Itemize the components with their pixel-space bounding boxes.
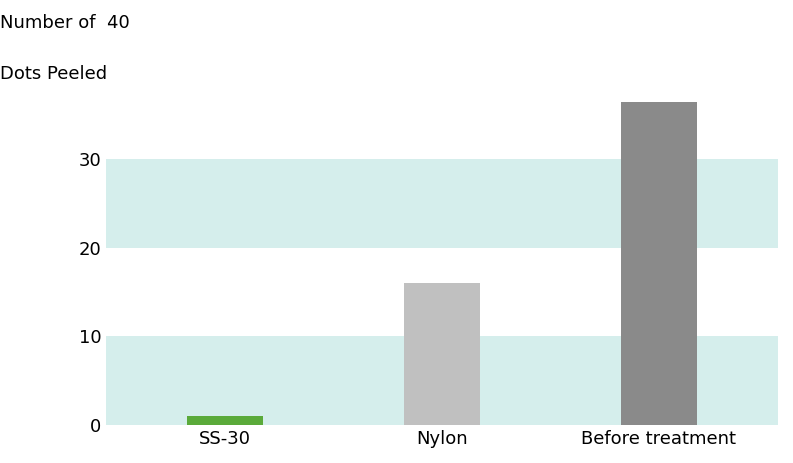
Text: Dots Peeled: Dots Peeled bbox=[0, 65, 107, 83]
Bar bbox=[621, 101, 697, 425]
Bar bbox=[106, 337, 778, 425]
Bar bbox=[187, 416, 263, 425]
Bar bbox=[106, 159, 778, 248]
Bar bbox=[404, 283, 480, 425]
Text: Number of  40: Number of 40 bbox=[0, 14, 130, 32]
